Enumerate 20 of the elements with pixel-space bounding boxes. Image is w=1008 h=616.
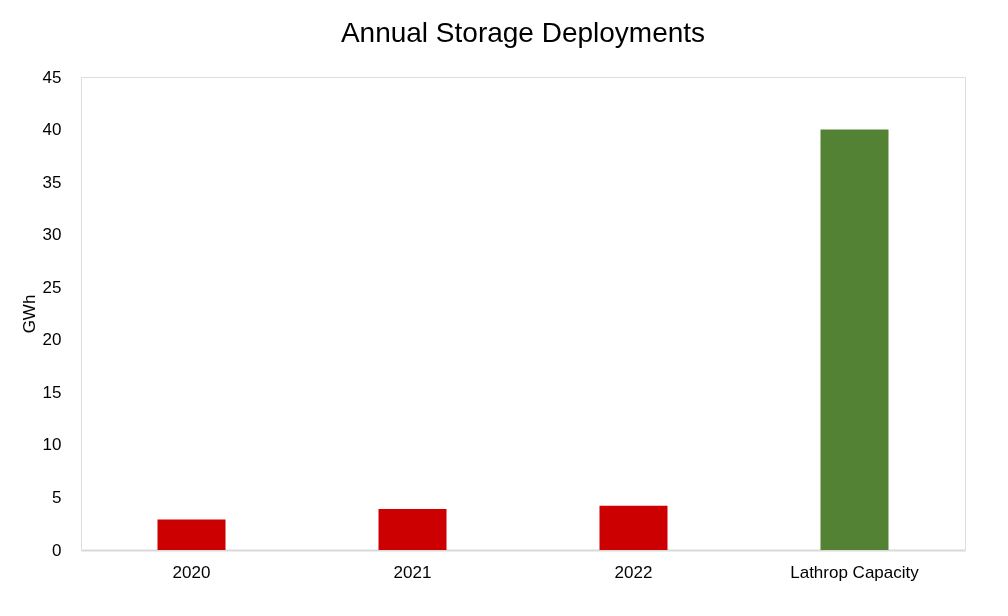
y-tick-label: 30 xyxy=(42,225,62,245)
y-tick-label: 10 xyxy=(42,435,62,455)
bar xyxy=(378,509,447,550)
y-tick-label: 15 xyxy=(42,382,62,402)
y-tick-label: 0 xyxy=(52,540,62,560)
x-tick-label: 2020 xyxy=(172,562,211,582)
chart-title: Annual Storage Deployments xyxy=(340,17,706,48)
y-tick-label: 45 xyxy=(42,67,62,87)
y-tick-label: 5 xyxy=(52,487,62,507)
x-tick-label: Lathrop Capacity xyxy=(790,562,920,582)
bar xyxy=(820,129,889,550)
x-tick-label: 2021 xyxy=(393,562,432,582)
bar xyxy=(157,519,226,550)
y-tick-label: 40 xyxy=(42,120,62,140)
bar xyxy=(599,505,668,550)
x-tick-label: 2022 xyxy=(614,562,653,582)
y-tick-label: 25 xyxy=(42,277,62,297)
y-tick-label: 35 xyxy=(42,172,62,192)
y-axis-title: GWh xyxy=(19,294,39,334)
y-tick-label: 20 xyxy=(42,330,62,350)
